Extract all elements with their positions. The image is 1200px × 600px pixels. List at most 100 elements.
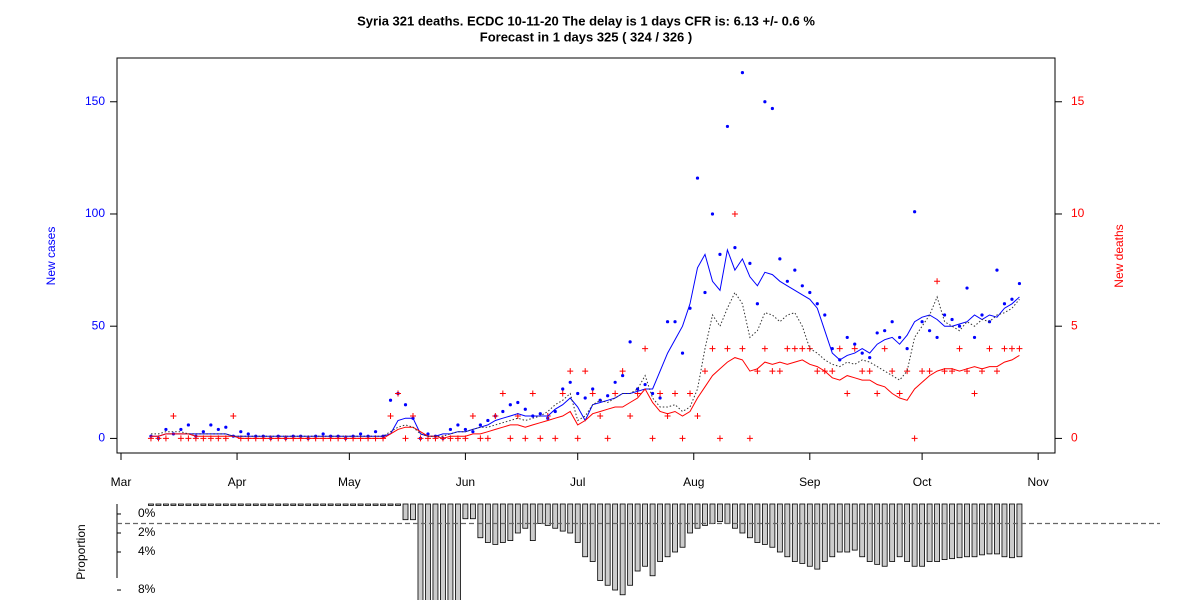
death-point — [589, 390, 596, 397]
death-point — [993, 368, 1000, 375]
bar — [275, 503, 282, 506]
bar — [634, 503, 641, 572]
bar — [784, 503, 791, 558]
case-point — [373, 430, 378, 434]
case-point — [643, 382, 647, 387]
death-point — [642, 345, 649, 352]
bar — [694, 503, 701, 529]
death-point — [185, 435, 192, 442]
bar — [425, 503, 431, 600]
case-point — [913, 210, 917, 214]
bar — [417, 503, 424, 600]
bar — [687, 503, 693, 534]
case-point — [680, 351, 685, 355]
case-point — [388, 398, 393, 402]
case-point — [628, 340, 632, 344]
bar — [739, 503, 746, 534]
death-point — [492, 412, 499, 419]
death-point — [619, 368, 626, 375]
case-point — [201, 430, 205, 434]
case-point — [516, 400, 520, 405]
y-tick-label: 0 — [98, 431, 105, 445]
bar — [297, 503, 304, 506]
bar — [874, 503, 881, 565]
death-point — [986, 345, 993, 352]
death-point — [919, 368, 926, 375]
bar — [252, 503, 259, 506]
death-point — [649, 435, 656, 442]
bar — [679, 503, 686, 548]
bar — [664, 503, 671, 558]
death-point — [799, 345, 806, 352]
case-point — [486, 418, 490, 423]
case-point — [853, 342, 857, 346]
case-point — [621, 373, 625, 378]
case-point — [568, 380, 572, 384]
death-point — [597, 412, 604, 419]
bar — [911, 503, 918, 567]
death-point — [395, 390, 402, 397]
bar — [469, 503, 476, 520]
bar — [994, 503, 1000, 555]
death-point — [731, 210, 738, 217]
x-tick-label: Jun — [456, 475, 475, 489]
death-point — [896, 390, 903, 397]
case-point — [703, 290, 707, 295]
bar — [492, 503, 499, 545]
death-point — [911, 435, 918, 442]
death-point — [170, 412, 177, 419]
bar — [290, 503, 297, 506]
death-point — [147, 435, 154, 442]
bar — [672, 503, 678, 553]
bar — [821, 503, 828, 562]
case-point — [553, 409, 557, 414]
y-axis-label: Proportion — [74, 524, 88, 579]
bar — [222, 503, 229, 506]
bar — [732, 503, 738, 529]
bar — [402, 503, 409, 521]
case-point — [972, 335, 977, 340]
bar — [462, 503, 469, 520]
bar — [844, 503, 851, 553]
death-point — [574, 435, 581, 442]
bar — [582, 503, 589, 558]
bar — [477, 503, 484, 539]
death-point — [679, 435, 686, 442]
case-point — [186, 423, 190, 427]
case-point — [800, 284, 804, 288]
bar — [896, 503, 903, 558]
bar — [604, 503, 611, 586]
bar — [447, 503, 454, 600]
death-point — [417, 435, 424, 442]
death-point — [874, 390, 881, 397]
case-point — [1017, 281, 1022, 286]
case-point — [785, 279, 789, 283]
bar — [769, 503, 776, 548]
case-point — [665, 320, 670, 324]
bar — [192, 503, 199, 506]
case-point — [980, 313, 984, 317]
bar — [282, 503, 289, 506]
death-point — [507, 435, 514, 442]
y-tick-label: 4% — [138, 544, 156, 558]
death-point — [716, 435, 723, 442]
death-point — [582, 368, 589, 375]
bar — [934, 503, 940, 562]
case-point — [718, 252, 722, 256]
bar — [1009, 503, 1015, 559]
death-point — [612, 390, 619, 397]
case-point — [890, 320, 894, 324]
case-point — [793, 268, 797, 272]
bar — [327, 503, 334, 506]
bar — [380, 503, 386, 506]
bar — [544, 503, 551, 526]
bar — [559, 503, 566, 532]
case-point — [561, 387, 565, 391]
bar — [163, 503, 169, 506]
case-point — [224, 425, 228, 429]
case-point — [965, 286, 969, 290]
bar — [395, 503, 401, 506]
bar — [829, 503, 836, 558]
case-point — [1002, 302, 1007, 306]
